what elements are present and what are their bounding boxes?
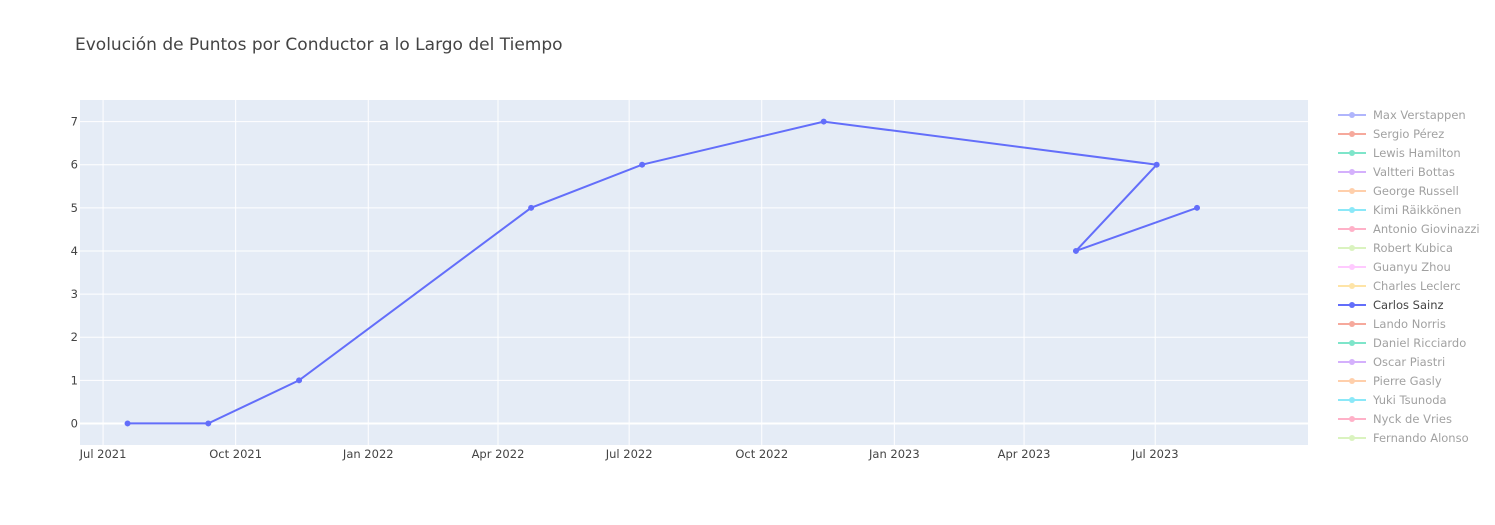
data-point	[205, 420, 212, 427]
y-tick-label: 2	[71, 330, 78, 344]
legend-label: Lewis Hamilton	[1373, 146, 1461, 160]
x-tick-label: Oct 2021	[209, 447, 262, 461]
legend-marker-icon	[1349, 264, 1355, 270]
data-point	[124, 420, 131, 427]
x-tick-label: Jul 2023	[1131, 447, 1179, 461]
legend-label: Max Verstappen	[1373, 108, 1466, 122]
legend-item[interactable]: George Russell	[1338, 184, 1459, 198]
legend-label: Pierre Gasly	[1373, 374, 1442, 388]
y-tick-label: 6	[71, 158, 78, 172]
series	[124, 118, 1201, 427]
legend-item[interactable]: Kimi Räikkönen	[1338, 203, 1461, 217]
legend-label: Valtteri Bottas	[1373, 165, 1455, 179]
data-point	[1194, 204, 1201, 211]
data-point	[1153, 161, 1160, 168]
axes: Jul 2021 Oct 2021 Jan 2022 Apr 2022 Jul 2022…	[71, 115, 1179, 461]
data-point	[528, 204, 535, 211]
legend-item[interactable]: Fernando Alonso	[1338, 431, 1469, 445]
y-tick-label: 1	[71, 373, 78, 387]
data-point	[296, 377, 303, 384]
y-tick-label: 4	[71, 244, 78, 258]
legend-label: Robert Kubica	[1373, 241, 1453, 255]
y-tick-label: 0	[71, 416, 78, 430]
legend-item[interactable]: Carlos Sainz	[1338, 298, 1444, 312]
legend-marker-icon	[1349, 226, 1355, 232]
y-tick-label: 5	[71, 201, 78, 215]
legend-marker-icon	[1349, 207, 1355, 213]
legend-label: Charles Leclerc	[1373, 279, 1461, 293]
legend-item[interactable]: Sergio Pérez	[1338, 127, 1444, 141]
legend-label: Kimi Räikkönen	[1373, 203, 1461, 217]
legend-marker-icon	[1349, 245, 1355, 251]
legend-marker-icon	[1349, 359, 1355, 365]
x-tick-label: Jul 2022	[605, 447, 653, 461]
legend-label: Lando Norris	[1373, 317, 1446, 331]
legend-label: Carlos Sainz	[1373, 298, 1444, 312]
legend-item[interactable]: Charles Leclerc	[1338, 279, 1461, 293]
legend-marker-icon	[1349, 321, 1355, 327]
legend-label: Sergio Pérez	[1373, 127, 1444, 141]
legend-item[interactable]: Lando Norris	[1338, 317, 1446, 331]
legend-label: Guanyu Zhou	[1373, 260, 1451, 274]
x-tick-label: Jan 2023	[868, 447, 920, 461]
legend-item[interactable]: Antonio Giovinazzi	[1338, 222, 1480, 236]
x-tick-label: Jan 2022	[342, 447, 394, 461]
legend-label: Daniel Ricciardo	[1373, 336, 1466, 350]
chart-title: Evolución de Puntos por Conductor a lo L…	[75, 35, 563, 55]
legend-label: Yuki Tsunoda	[1372, 393, 1447, 407]
legend[interactable]: Max Verstappen Sergio Pérez Lewis Hamilton…	[1338, 108, 1480, 445]
x-tick-label: Oct 2022	[735, 447, 788, 461]
legend-item[interactable]: Nyck de Vries	[1338, 412, 1452, 426]
legend-label: George Russell	[1373, 184, 1459, 198]
legend-marker-icon	[1349, 150, 1355, 156]
legend-marker-icon	[1349, 416, 1355, 422]
data-point	[820, 118, 827, 125]
legend-marker-icon	[1349, 340, 1355, 346]
legend-item[interactable]: Guanyu Zhou	[1338, 260, 1451, 274]
legend-label: Oscar Piastri	[1373, 355, 1445, 369]
legend-item[interactable]: Oscar Piastri	[1338, 355, 1445, 369]
legend-label: Fernando Alonso	[1373, 431, 1469, 445]
legend-marker-icon	[1349, 169, 1355, 175]
legend-item[interactable]: Daniel Ricciardo	[1338, 336, 1466, 350]
y-tick-label: 7	[71, 115, 78, 129]
legend-marker-icon	[1349, 131, 1355, 137]
legend-marker-icon	[1349, 435, 1355, 441]
legend-marker-icon	[1349, 188, 1355, 194]
legend-item[interactable]: Valtteri Bottas	[1338, 165, 1455, 179]
legend-label: Nyck de Vries	[1373, 412, 1452, 426]
legend-item[interactable]: Robert Kubica	[1338, 241, 1453, 255]
legend-marker-icon	[1349, 397, 1355, 403]
x-tick-label: Apr 2022	[472, 447, 525, 461]
legend-marker-icon	[1349, 378, 1355, 384]
legend-item[interactable]: Pierre Gasly	[1338, 374, 1442, 388]
legend-marker-icon	[1349, 112, 1355, 118]
legend-label: Antonio Giovinazzi	[1373, 222, 1480, 236]
data-point	[639, 161, 646, 168]
x-tick-label: Jul 2021	[79, 447, 127, 461]
y-tick-label: 3	[71, 287, 78, 301]
grid	[80, 100, 1308, 445]
legend-item[interactable]: Yuki Tsunoda	[1338, 393, 1447, 407]
legend-marker-icon	[1349, 302, 1355, 308]
legend-item[interactable]: Max Verstappen	[1338, 108, 1466, 122]
data-point	[1072, 247, 1079, 254]
legend-item[interactable]: Lewis Hamilton	[1338, 146, 1461, 160]
legend-marker-icon	[1349, 283, 1355, 289]
x-tick-label: Apr 2023	[998, 447, 1051, 461]
